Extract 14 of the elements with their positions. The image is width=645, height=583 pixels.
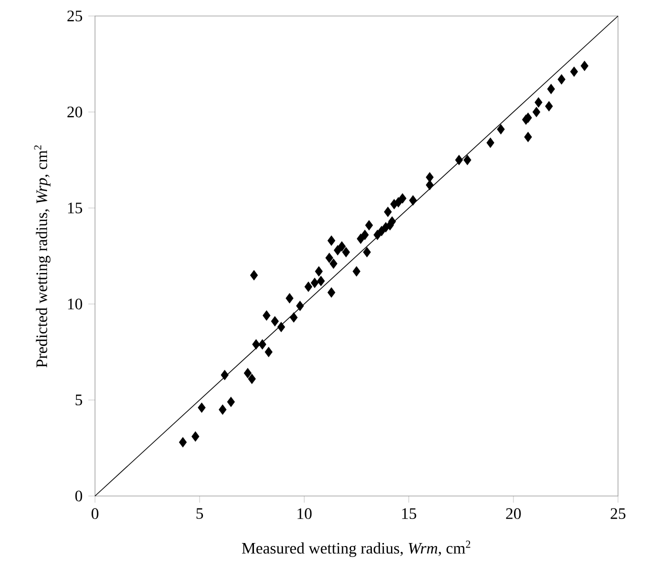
x-axis-title: Measured wetting radius, Wrm, cm$^{2}$ bbox=[242, 540, 470, 557]
x-tick-label: 25 bbox=[610, 508, 626, 520]
y-axis-title: Predicted wetting radius, Wrp, cm$^{2}$ bbox=[34, 145, 50, 368]
y-tick-label: 25 bbox=[67, 10, 82, 22]
x-tick-label: 10 bbox=[298, 508, 312, 520]
x-tick-label: 5 bbox=[196, 508, 203, 519]
y-tick-label: 10 bbox=[68, 298, 82, 310]
y-tick-label: 5 bbox=[76, 394, 82, 406]
x-tick-label: 20 bbox=[506, 508, 521, 520]
y-tick-label: 15 bbox=[68, 202, 82, 214]
x-tick-label: 0 bbox=[92, 508, 98, 520]
x-tick-label: 15 bbox=[402, 508, 416, 519]
y-tick-label: 0 bbox=[75, 490, 82, 502]
y-tick-label: 20 bbox=[67, 106, 82, 118]
